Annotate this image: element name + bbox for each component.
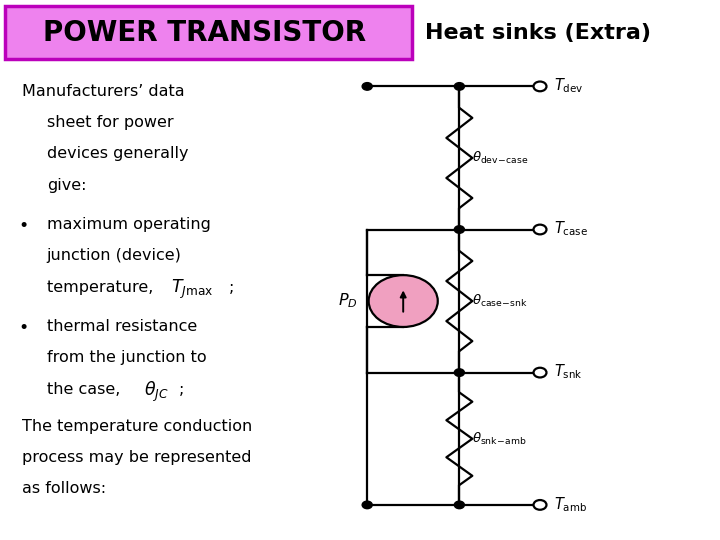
Text: $T_{\rm snk}$: $T_{\rm snk}$ xyxy=(554,363,583,381)
Text: $T_{\rm amb}$: $T_{\rm amb}$ xyxy=(554,495,588,514)
Text: as follows:: as follows: xyxy=(22,481,106,496)
Text: from the junction to: from the junction to xyxy=(47,350,207,366)
Text: sheet for power: sheet for power xyxy=(47,115,174,130)
Text: •: • xyxy=(18,319,28,337)
Text: The temperature conduction: The temperature conduction xyxy=(22,418,252,434)
Text: $\theta_{JC}$: $\theta_{JC}$ xyxy=(144,380,168,404)
Circle shape xyxy=(454,501,464,509)
Circle shape xyxy=(454,369,464,376)
Text: junction (device): junction (device) xyxy=(47,248,181,264)
Text: •: • xyxy=(18,217,28,235)
Circle shape xyxy=(454,83,464,90)
Text: the case,: the case, xyxy=(47,382,125,397)
Circle shape xyxy=(369,275,438,327)
Circle shape xyxy=(534,500,546,510)
Circle shape xyxy=(534,368,546,377)
Text: devices generally: devices generally xyxy=(47,146,189,161)
Text: POWER TRANSISTOR: POWER TRANSISTOR xyxy=(43,19,366,47)
FancyBboxPatch shape xyxy=(5,6,412,59)
Text: thermal resistance: thermal resistance xyxy=(47,319,197,334)
Circle shape xyxy=(534,82,546,91)
Text: $\theta_{\rm case\!-\!snk}$: $\theta_{\rm case\!-\!snk}$ xyxy=(472,293,528,309)
Text: $T_{J\mathrm{max}}$: $T_{J\mathrm{max}}$ xyxy=(171,278,214,301)
Text: ;: ; xyxy=(179,382,184,397)
Text: process may be represented: process may be represented xyxy=(22,450,251,465)
Circle shape xyxy=(362,83,372,90)
Text: give:: give: xyxy=(47,178,86,193)
Circle shape xyxy=(362,501,372,509)
Text: $T_{\rm dev}$: $T_{\rm dev}$ xyxy=(554,77,584,95)
Text: ;: ; xyxy=(229,280,234,295)
Text: $\theta_{\rm dev\!-\!case}$: $\theta_{\rm dev\!-\!case}$ xyxy=(472,150,528,166)
Text: $\theta_{\rm snk\!-\!amb}$: $\theta_{\rm snk\!-\!amb}$ xyxy=(472,431,526,447)
Circle shape xyxy=(534,225,546,234)
Text: $T_{\rm case}$: $T_{\rm case}$ xyxy=(554,220,588,238)
Text: temperature,: temperature, xyxy=(47,280,158,295)
Text: $P_D$: $P_D$ xyxy=(338,292,358,310)
Text: maximum operating: maximum operating xyxy=(47,217,211,232)
Text: Heat sinks (Extra): Heat sinks (Extra) xyxy=(425,23,651,43)
Circle shape xyxy=(454,226,464,233)
Text: Manufacturers’ data: Manufacturers’ data xyxy=(22,84,184,99)
